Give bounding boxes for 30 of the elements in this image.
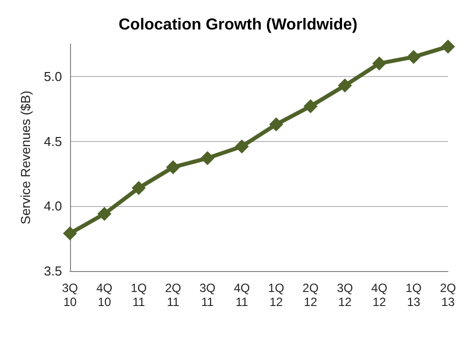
chart-title: Colocation Growth (Worldwide) [118, 16, 358, 34]
x-tick-label: 4Q 11 [234, 281, 250, 309]
x-tick-label: 1Q 12 [268, 281, 284, 309]
point [269, 117, 284, 132]
x-tick-label: 3Q 11 [199, 281, 216, 309]
point [304, 99, 318, 114]
x-tick-label: 4Q 10 [96, 281, 112, 309]
x-tick-label: 2Q 13 [440, 281, 456, 309]
y-tick-label: 4.5 [44, 134, 62, 149]
point [97, 206, 112, 221]
point [372, 56, 386, 70]
point [166, 160, 180, 174]
x-tick-label: 3Q 12 [336, 281, 353, 309]
x-tick-label: 1Q 11 [130, 281, 147, 309]
point [338, 78, 352, 93]
point [441, 40, 455, 54]
y-tick-label: 5.0 [44, 68, 62, 84]
point [132, 180, 146, 195]
point [63, 226, 77, 240]
y-tick-label: 3.5 [44, 264, 62, 278]
point [234, 139, 249, 154]
y-tick-label: 4.0 [44, 198, 62, 214]
point [200, 151, 214, 166]
x-tick-label: 2Q 11 [165, 281, 182, 309]
point [406, 50, 421, 64]
y-axis-title: Service Revenues ($B) [18, 90, 33, 224]
x-tick-label: 3Q 10 [62, 281, 78, 309]
x-tick-label: 4Q 12 [371, 281, 388, 309]
x-tick-label: 1Q 13 [406, 281, 422, 309]
x-tick-label: 2Q 12 [302, 281, 319, 309]
